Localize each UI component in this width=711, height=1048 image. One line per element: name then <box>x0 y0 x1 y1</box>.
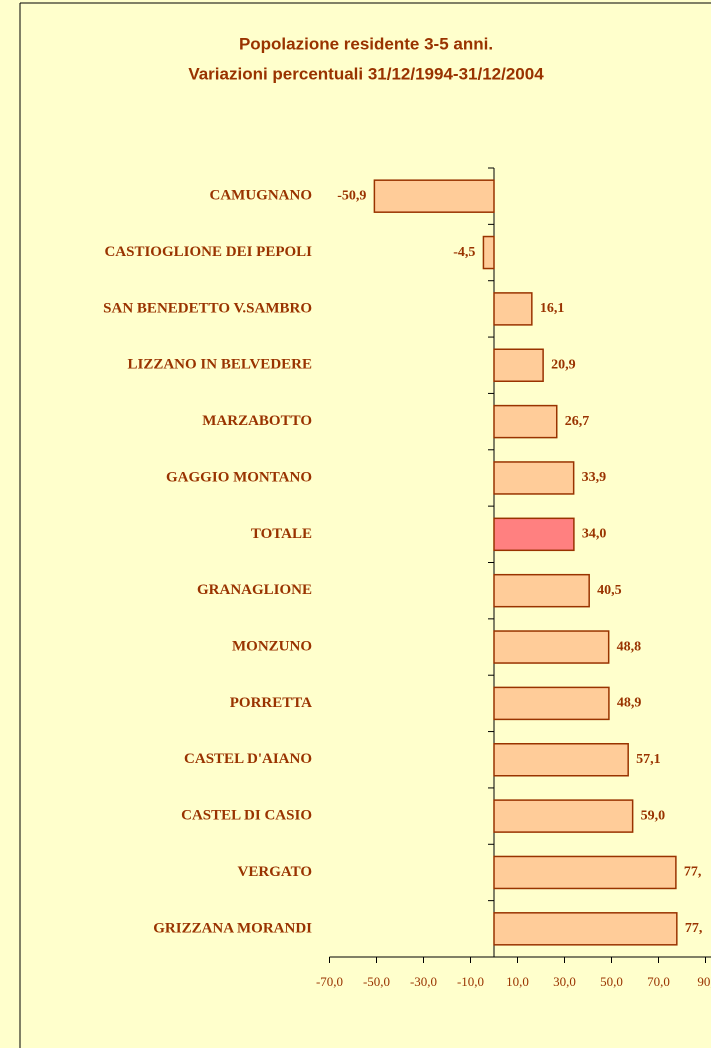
category-label: GRANAGLIONE <box>197 582 312 598</box>
category-label: LIZZANO IN BELVEDERE <box>127 357 312 373</box>
value-label: 48,8 <box>617 639 642 654</box>
category-label: SAN BENEDETTO V.SAMBRO <box>103 300 312 316</box>
x-tick-label: -50,0 <box>363 974 390 989</box>
bar <box>493 912 678 946</box>
category-label: VERGATO <box>238 864 312 880</box>
chart-title: Popolazione residente 3-5 anni. <box>239 34 493 53</box>
value-label: 20,9 <box>551 357 576 372</box>
value-label: 48,9 <box>617 696 642 711</box>
bar <box>482 235 495 270</box>
bar <box>493 573 590 608</box>
category-label: CASTEL DI CASIO <box>181 808 312 824</box>
category-label: CAMUGNANO <box>210 188 313 204</box>
category-label: CASTEL D'AIANO <box>184 751 312 767</box>
bar <box>493 348 544 382</box>
bar <box>493 292 533 326</box>
value-label: 77, <box>685 921 703 936</box>
bar <box>373 179 495 213</box>
bar <box>493 404 558 439</box>
category-label: GRIZZANA MORANDI <box>153 920 312 936</box>
bar <box>493 517 575 552</box>
value-label: 57,1 <box>636 752 661 767</box>
bar <box>493 855 677 890</box>
x-tick-label: 70,0 <box>647 974 670 989</box>
category-label: CASTIOGLIONE DEI PEPOLI <box>104 244 312 260</box>
bar <box>493 630 610 664</box>
category-label: MONZUNO <box>232 638 312 654</box>
value-label: 16,1 <box>540 301 565 316</box>
category-label: GAGGIO MONTANO <box>166 469 312 485</box>
value-label: 34,0 <box>582 527 607 542</box>
value-label: 77, <box>684 865 702 880</box>
category-label: PORRETTA <box>230 695 312 711</box>
x-tick-label: 90, <box>697 974 711 989</box>
x-tick-label: 30,0 <box>553 974 576 989</box>
bar <box>493 743 629 777</box>
value-label: 59,0 <box>641 808 666 823</box>
bar <box>493 799 634 833</box>
bar <box>493 686 610 721</box>
value-label: 26,7 <box>565 414 590 429</box>
category-label: TOTALE <box>251 526 312 542</box>
x-tick-label: 10,0 <box>506 974 529 989</box>
x-tick-label: -70,0 <box>316 974 343 989</box>
value-label: -4,5 <box>453 245 475 260</box>
value-label: -50,9 <box>337 188 366 203</box>
value-label: 40,5 <box>597 583 622 598</box>
x-tick-label: 50,0 <box>600 974 623 989</box>
bar <box>493 461 575 495</box>
x-tick-label: -30,0 <box>410 974 437 989</box>
value-label: 33,9 <box>582 470 607 485</box>
chart-subtitle: Variazioni percentuali 31/12/1994-31/12/… <box>188 64 544 83</box>
x-tick-label: -10,0 <box>457 974 484 989</box>
category-label: MARZABOTTO <box>202 413 312 429</box>
